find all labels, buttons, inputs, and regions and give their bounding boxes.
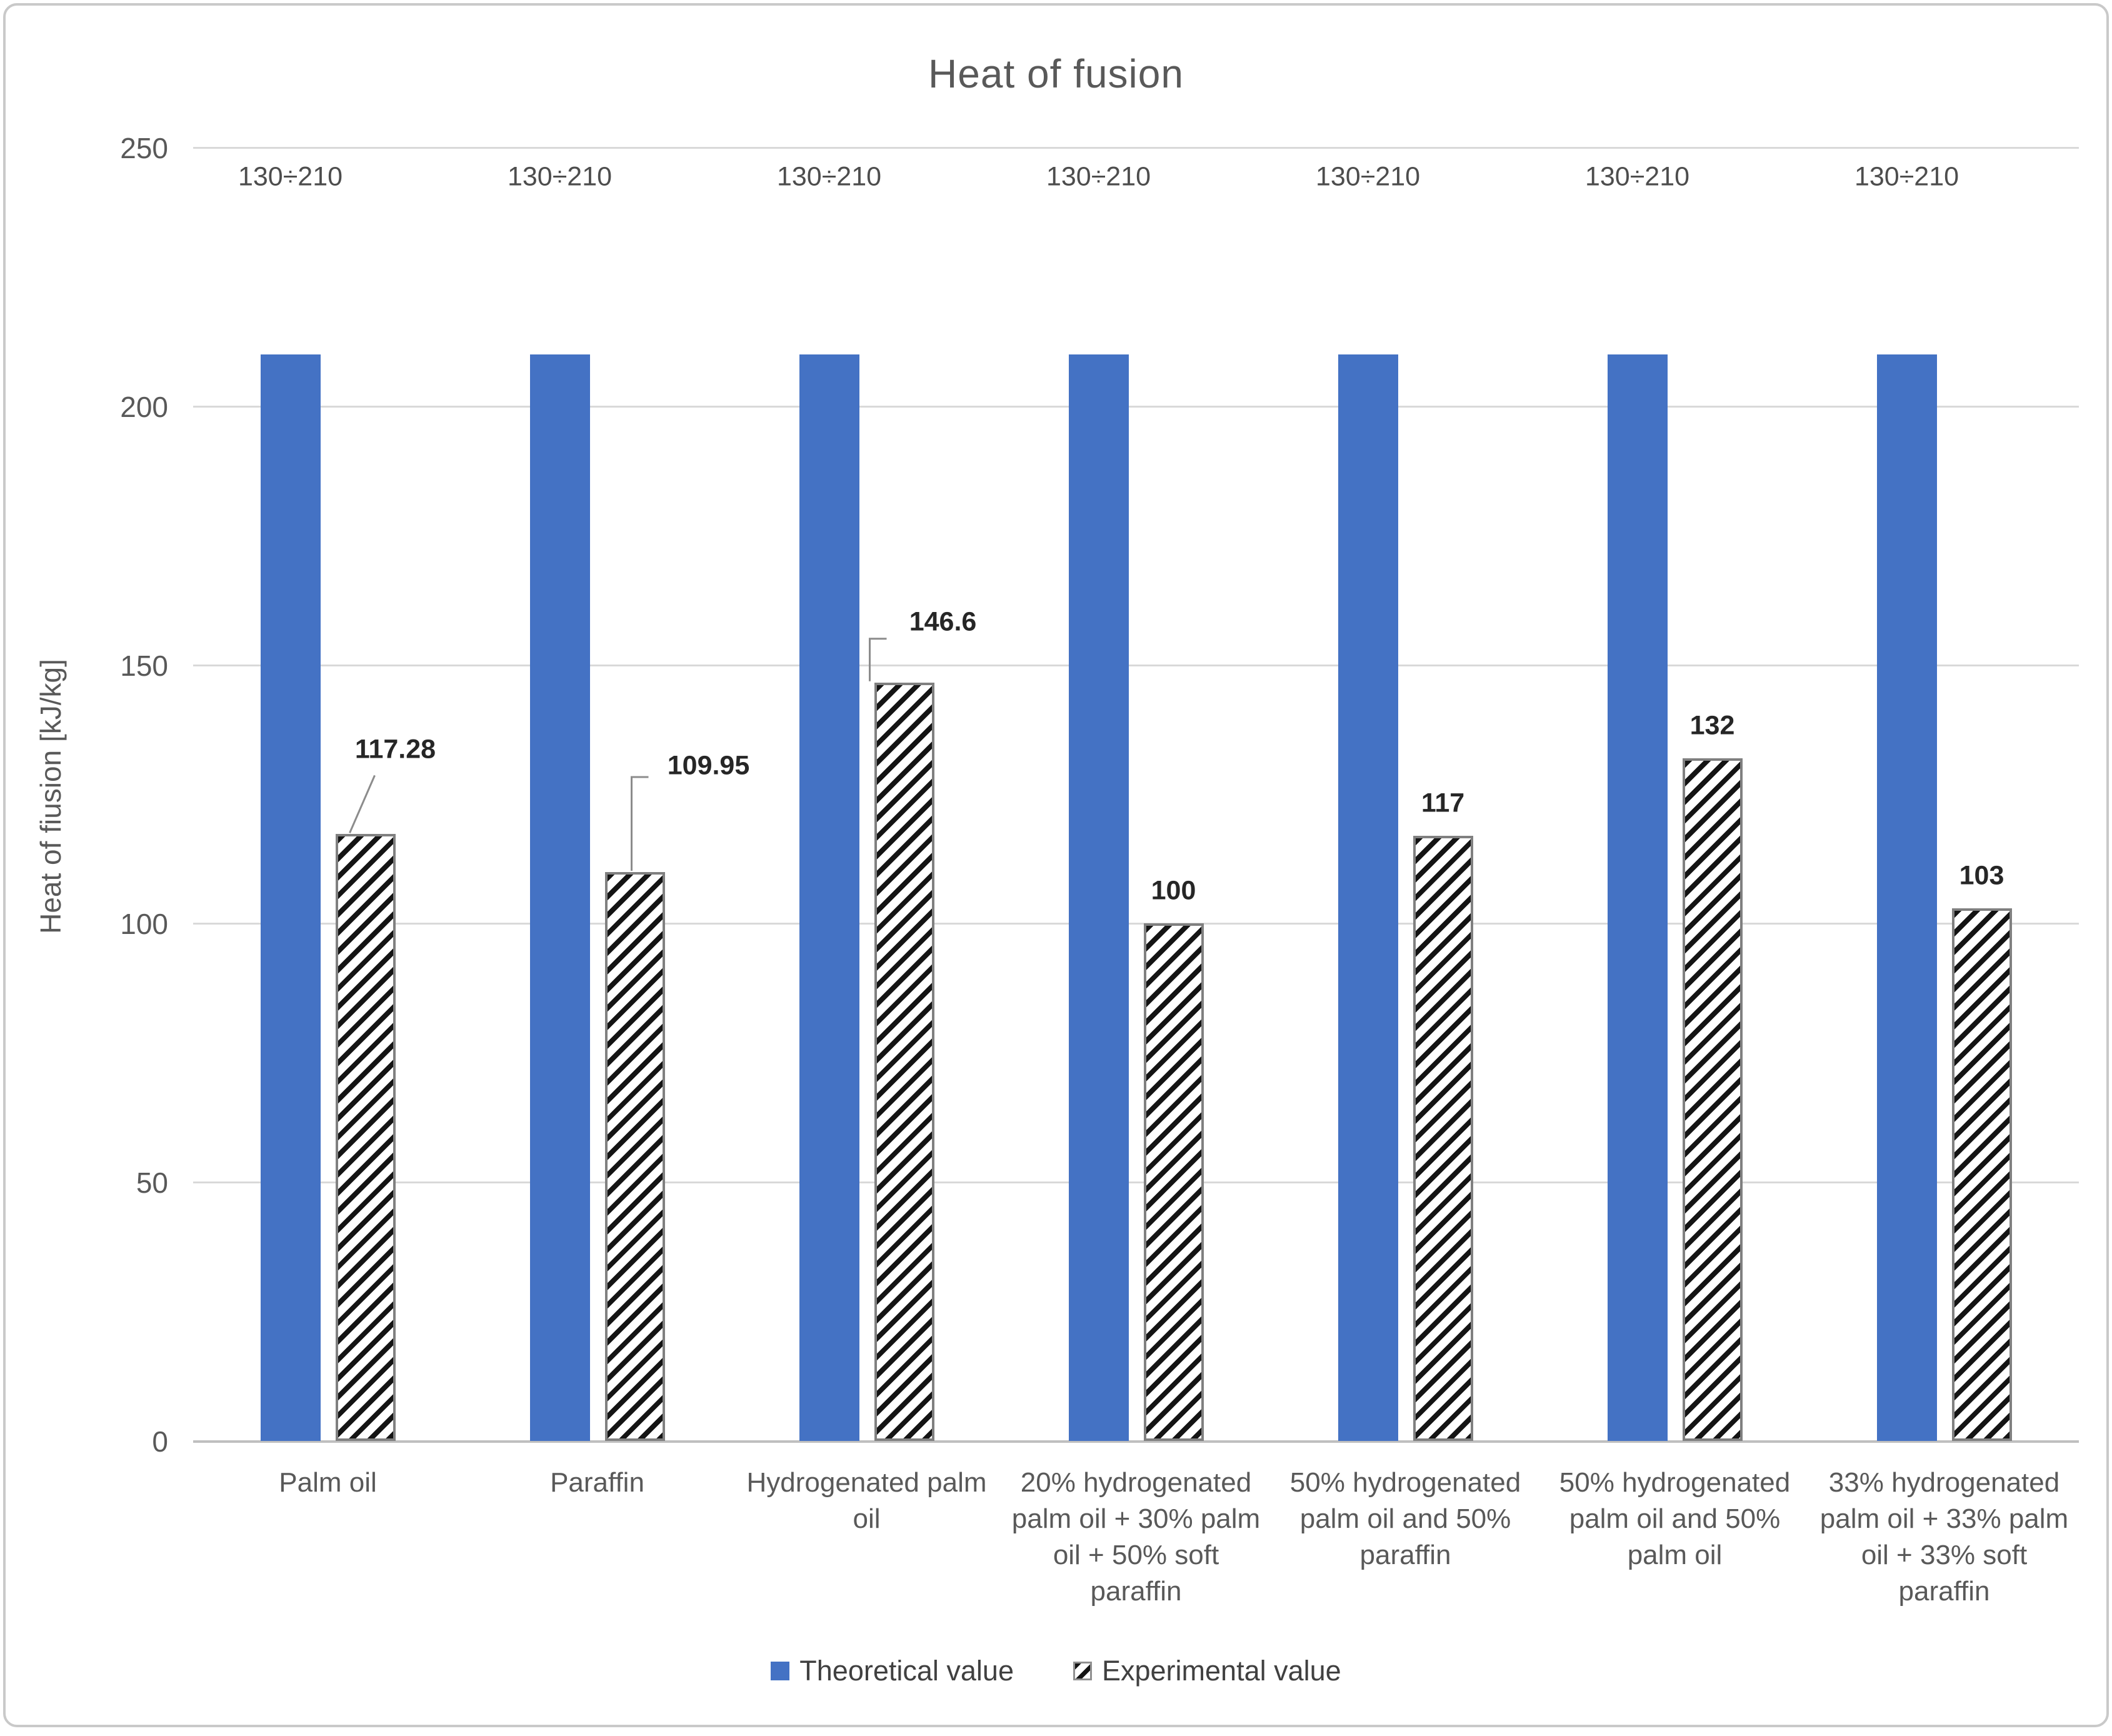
leader-line <box>869 638 887 681</box>
theoretical-bar <box>1607 354 1668 1441</box>
legend-swatch-experimental <box>1073 1662 1092 1680</box>
theoretical-value-label: 130÷210 <box>1315 161 1421 192</box>
theoretical-value-label: 130÷210 <box>507 161 613 192</box>
legend-label: Experimental value <box>1101 1655 1341 1687</box>
theoretical-value-label: 130÷210 <box>1854 161 1959 192</box>
category-label: 50% hydrogenated palm oil and 50% paraff… <box>1289 1467 1521 1570</box>
theoretical-bar <box>1068 354 1129 1441</box>
leader-line <box>631 776 649 871</box>
gridline <box>193 1182 2079 1184</box>
theoretical-bar <box>1876 354 1937 1441</box>
y-tick-label: 0 <box>152 1425 168 1458</box>
chart-frame: Heat of fusion Heat of fiusion [kJ/kg] 0… <box>3 3 2109 1727</box>
category-label: 33% hydrogenated palm oil + 33% palm oil… <box>1819 1467 2069 1607</box>
category-label: 20% hydrogenated palm oil + 30% palm oil… <box>1011 1467 1261 1607</box>
y-axis-title: Heat of fiusion [kJ/kg] <box>34 659 67 934</box>
experimental-bar <box>1143 923 1204 1441</box>
gridline <box>193 405 2079 408</box>
gridline <box>193 664 2079 666</box>
y-tick-label: 50 <box>136 1167 168 1200</box>
legend-swatch-theoretical <box>771 1662 790 1680</box>
legend-item: Experimental value <box>1073 1655 1341 1687</box>
theoretical-bar <box>529 354 590 1441</box>
experimental-bar <box>1413 835 1473 1441</box>
y-tick-label: 200 <box>120 390 168 423</box>
gridline <box>193 923 2079 925</box>
y-tick-label: 150 <box>120 649 168 682</box>
experimental-bar <box>874 682 934 1441</box>
experimental-value-label: 132 <box>1689 710 1735 741</box>
y-tick-label: 100 <box>120 908 168 941</box>
theoretical-bar <box>260 354 321 1441</box>
experimental-value-label: 109.95 <box>667 750 750 781</box>
category-label: Hydrogenated palm oil <box>746 1467 987 1534</box>
gridline <box>193 147 2079 149</box>
experimental-bar <box>1682 758 1743 1441</box>
legend: Theoretical value Experimental value <box>6 1655 2106 1687</box>
legend-item: Theoretical value <box>771 1655 1014 1687</box>
theoretical-bar <box>1338 354 1398 1441</box>
experimental-bar <box>604 872 665 1441</box>
experimental-value-label: 117.28 <box>354 734 436 765</box>
experimental-bar <box>335 834 396 1441</box>
experimental-value-label: 100 <box>1151 875 1196 906</box>
theoretical-value-label: 130÷210 <box>1584 161 1690 192</box>
y-tick-label: 250 <box>120 132 168 164</box>
theoretical-value-label: 130÷210 <box>238 161 343 192</box>
theoretical-value-label: 130÷210 <box>1046 161 1151 192</box>
experimental-value-label: 117 <box>1421 788 1465 818</box>
leader-line <box>349 775 376 833</box>
experimental-bar <box>1951 908 2012 1441</box>
category-label: Palm oil <box>279 1467 377 1498</box>
experimental-value-label: 103 <box>1959 860 2004 891</box>
experimental-value-label: 146.6 <box>909 606 977 637</box>
theoretical-value-label: 130÷210 <box>776 161 882 192</box>
chart-title: Heat of fusion <box>928 51 1184 96</box>
x-axis-line <box>193 1440 2079 1443</box>
category-label: Paraffin <box>550 1467 644 1498</box>
theoretical-bar <box>799 354 859 1441</box>
category-label: 50% hydrogenated palm oil and 50% palm o… <box>1559 1467 1791 1570</box>
legend-label: Theoretical value <box>799 1655 1014 1687</box>
